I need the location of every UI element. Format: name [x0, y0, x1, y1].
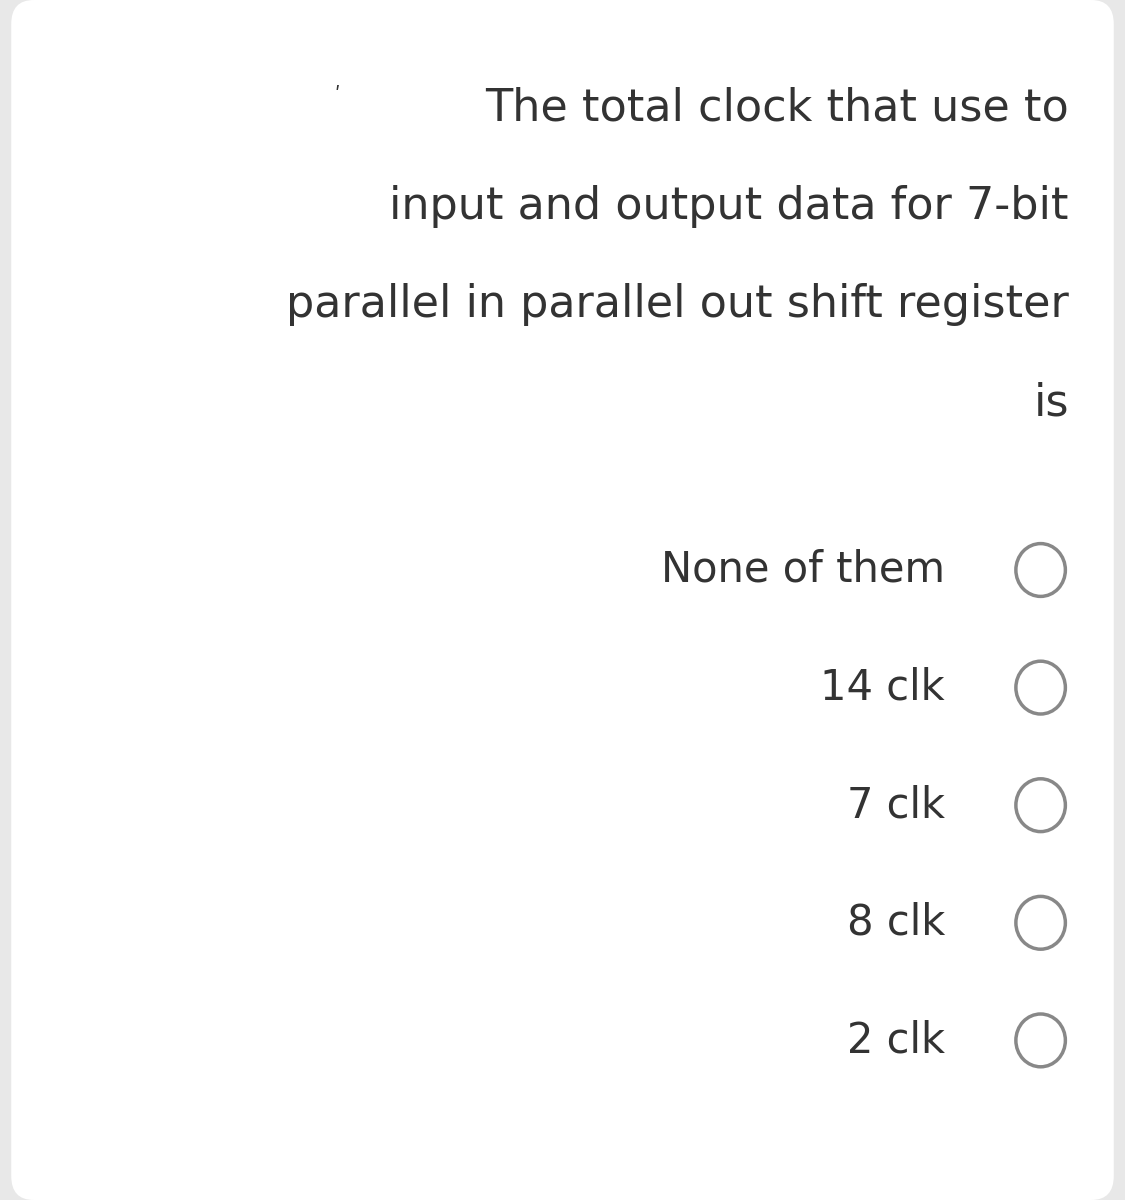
FancyBboxPatch shape	[11, 0, 1114, 1200]
Text: 7 clk: 7 clk	[847, 785, 945, 826]
Text: parallel in parallel out shift register: parallel in parallel out shift register	[286, 283, 1069, 326]
Text: ʹ: ʹ	[335, 86, 340, 106]
Text: input and output data for 7-bit: input and output data for 7-bit	[389, 185, 1069, 228]
Text: None of them: None of them	[662, 550, 945, 590]
Text: 8 clk: 8 clk	[847, 902, 945, 943]
Text: The total clock that use to: The total clock that use to	[485, 86, 1069, 130]
Text: is: is	[1033, 382, 1069, 425]
Text: 2 clk: 2 clk	[847, 1019, 945, 1061]
Text: 14 clk: 14 clk	[820, 666, 945, 708]
